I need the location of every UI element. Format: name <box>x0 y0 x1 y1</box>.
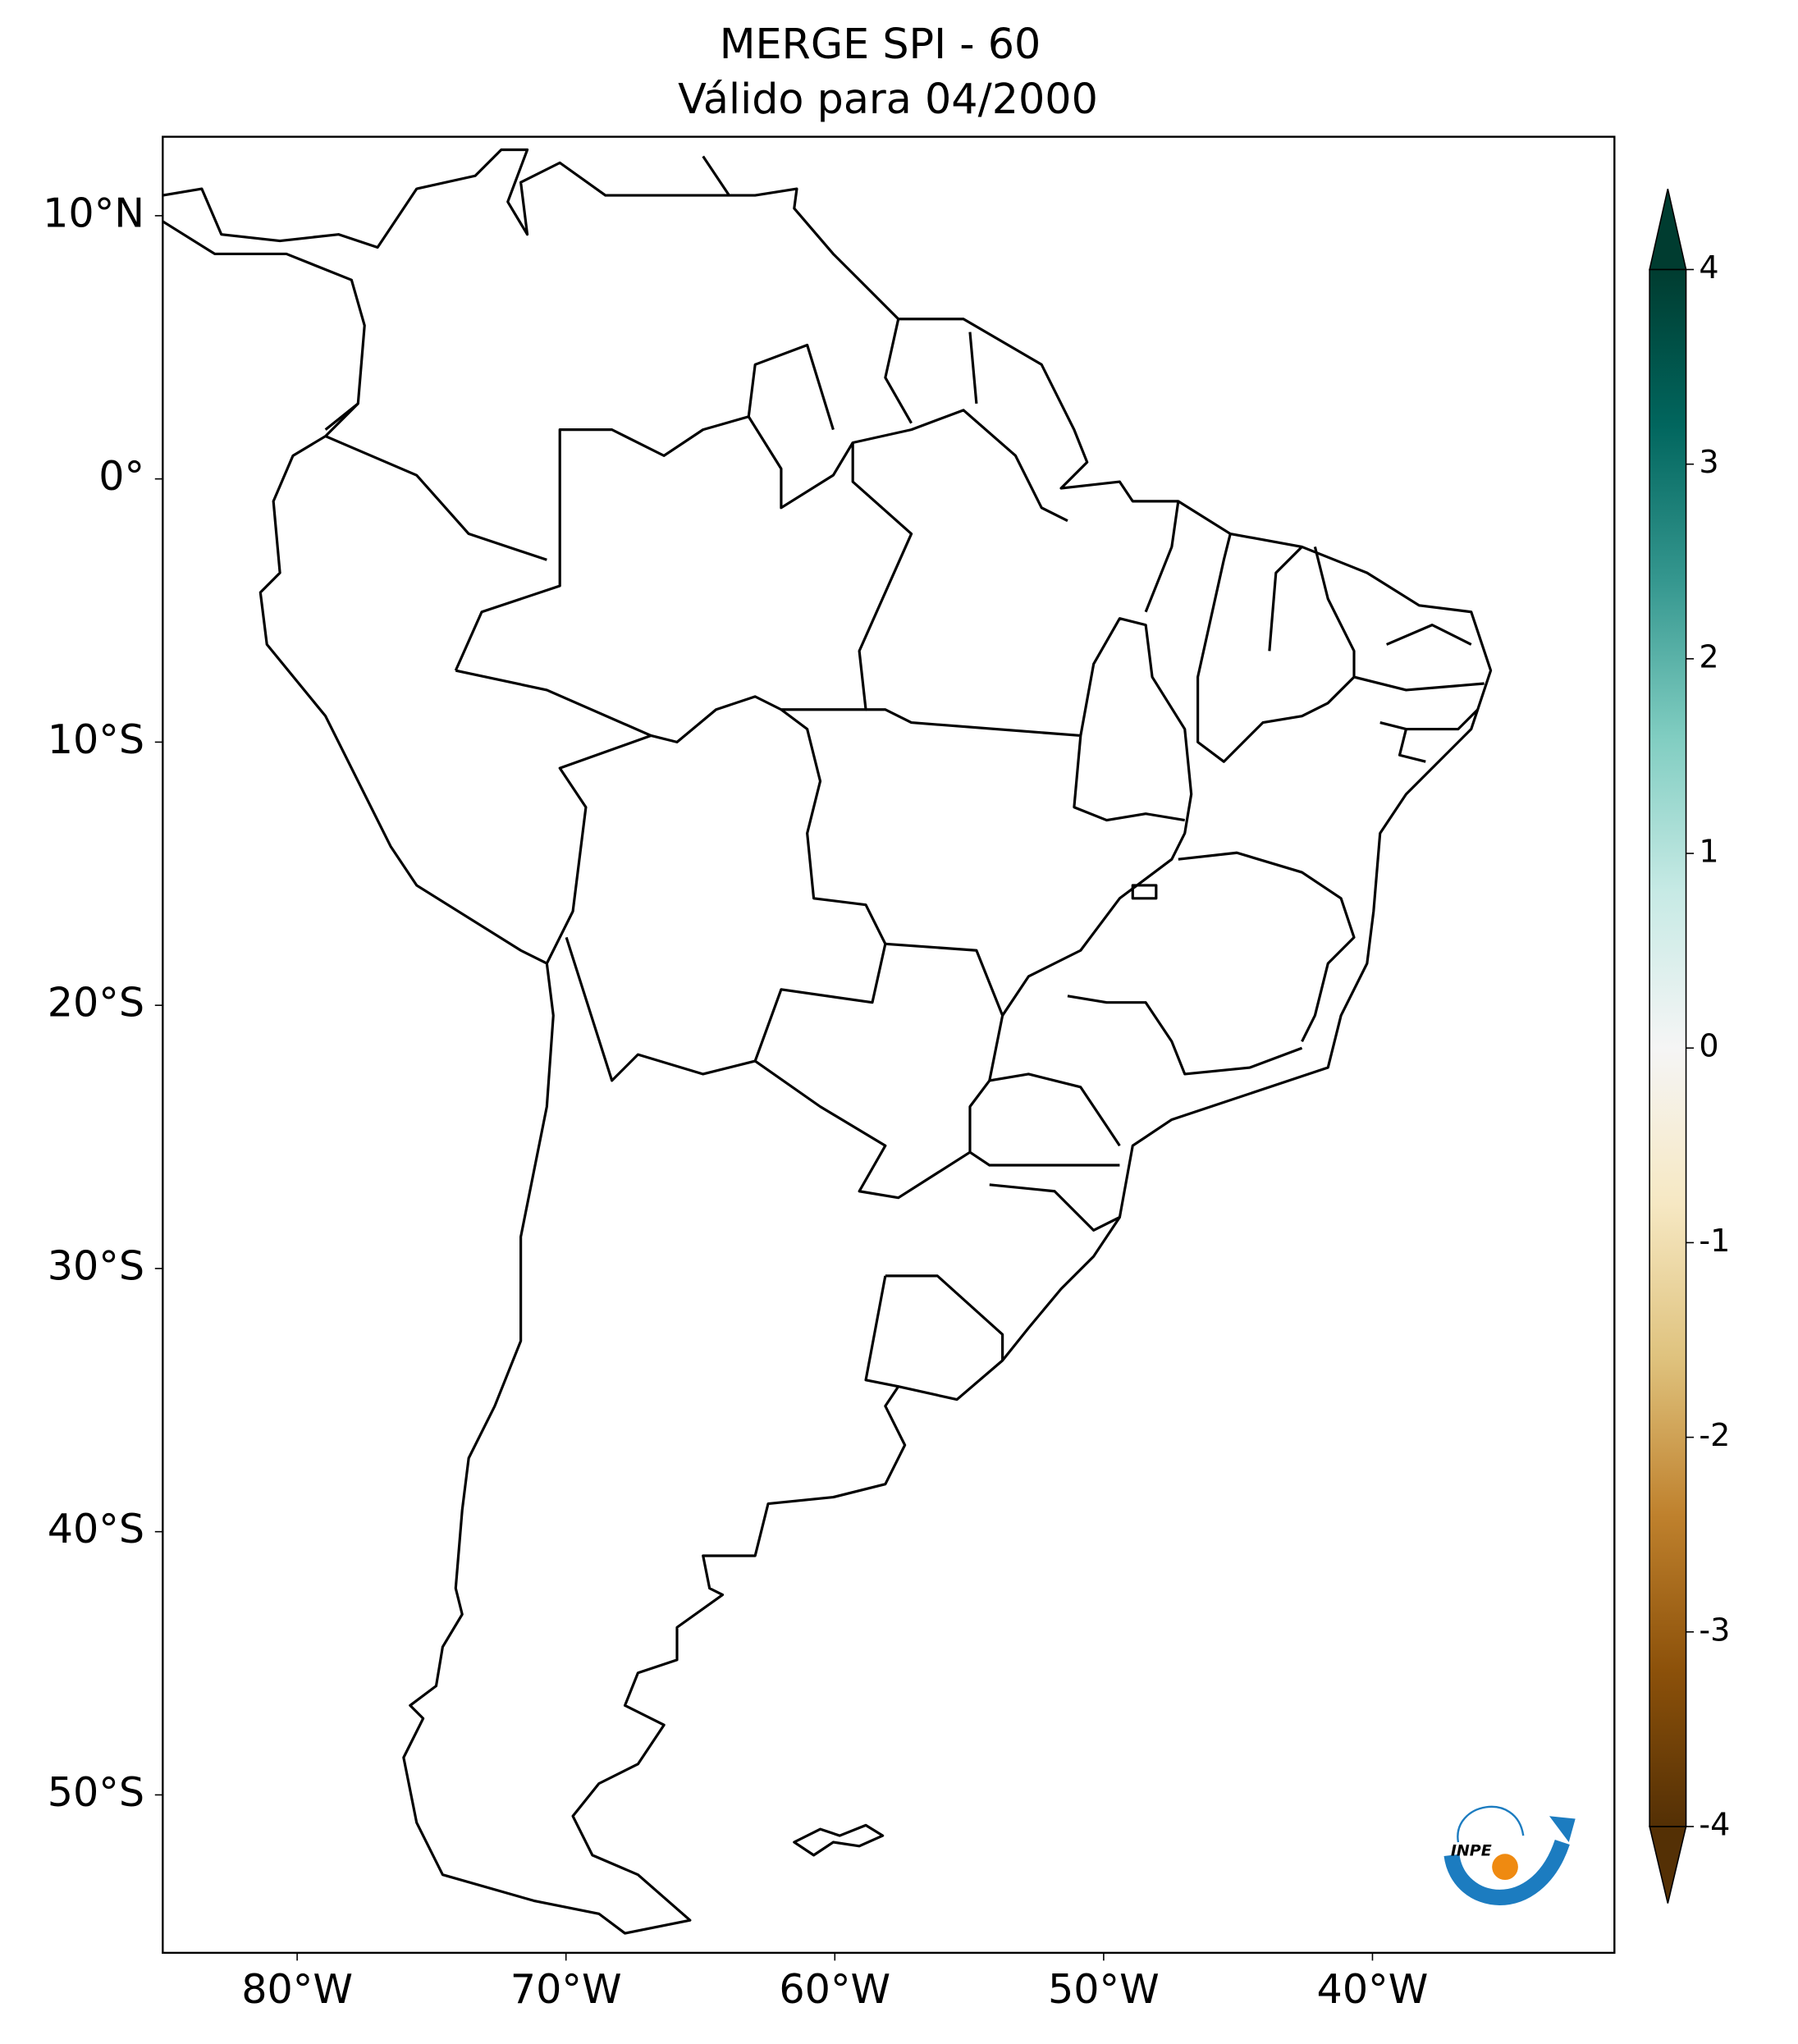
y-tick-label: 30°S <box>48 1241 144 1289</box>
colorbar-body <box>1649 268 1687 1827</box>
colorbar-tick-label: -1 <box>1699 1223 1730 1259</box>
country-border <box>454 415 854 737</box>
logo-dot <box>1492 1854 1518 1881</box>
logo-text: INPE <box>1451 1842 1492 1860</box>
logo-arrow <box>1549 1816 1576 1843</box>
country-border <box>324 402 1004 1200</box>
x-tick-label: 70°W <box>510 1965 622 2013</box>
colorbar-tick-label: -2 <box>1699 1417 1730 1453</box>
x-tick-label: 40°W <box>1317 1965 1429 2013</box>
colorbar-tick-label: 1 <box>1699 834 1718 870</box>
lake <box>1131 884 1158 900</box>
y-tick-label: 20°S <box>48 979 144 1027</box>
map-frame <box>162 135 1616 1955</box>
colorbar-tick-label: 3 <box>1699 444 1718 480</box>
state-border <box>780 617 1356 1232</box>
x-tick-label: 80°W <box>241 1965 353 2013</box>
colorbar: -4 -3 -2 -1 0 1 2 3 4 <box>1649 188 1730 1904</box>
colorbar-tick-label: -3 <box>1699 1612 1730 1648</box>
logo-ring <box>1457 1805 1525 1843</box>
colorbar-tick-label: 0 <box>1699 1028 1718 1064</box>
y-tick-label: 50°S <box>48 1768 144 1816</box>
country-border <box>702 155 1004 1388</box>
y-tick-label: 0° <box>98 452 144 500</box>
logo-swoosh <box>1443 1839 1570 1905</box>
island <box>793 1823 885 1857</box>
colorbar-tick-label: 4 <box>1699 249 1718 286</box>
y-tick-label: 40°S <box>48 1505 144 1552</box>
coastline <box>162 148 1493 1935</box>
borders <box>162 148 1493 1935</box>
colorbar-bottom-extension <box>1649 1826 1687 1904</box>
y-tick-label: 10°S <box>48 716 144 763</box>
colorbar-top-extension <box>1649 188 1687 271</box>
x-tick-label: 60°W <box>779 1965 890 2013</box>
state-border <box>1144 501 1485 763</box>
x-tick-label: 50°W <box>1048 1965 1160 2013</box>
colorbar-tick-label: -4 <box>1699 1806 1730 1842</box>
logo: INPE <box>1443 1805 1576 1905</box>
title: MERGE SPI - 60 <box>720 20 1041 68</box>
axis-ticks: 80°W 70°W 60°W 50°W 40°W 10°N 0° 10°S 20°S 30°S 40… <box>43 189 1428 2013</box>
colorbar-tick-label: 2 <box>1699 638 1718 674</box>
y-tick-label: 10°N <box>43 189 144 236</box>
subtitle: Válido para 04/2000 <box>678 75 1098 123</box>
